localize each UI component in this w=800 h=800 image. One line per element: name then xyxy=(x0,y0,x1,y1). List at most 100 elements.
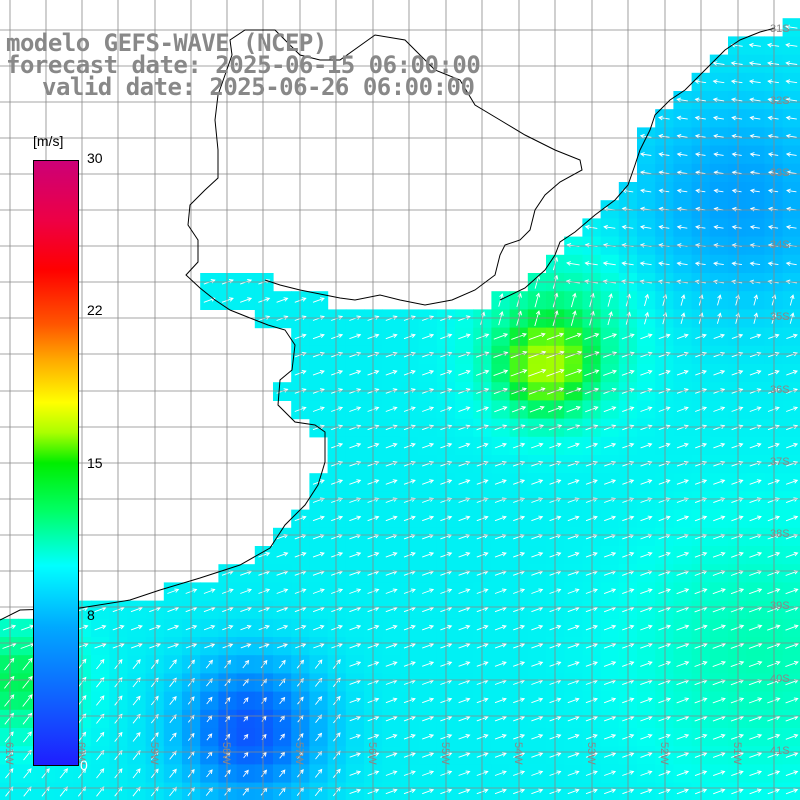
wind-arrow xyxy=(731,152,742,157)
wind-arrow xyxy=(676,261,688,266)
wind-arrow xyxy=(731,406,744,412)
wind-arrow xyxy=(23,768,32,779)
wind-arrow xyxy=(713,424,726,431)
wind-arrow xyxy=(403,788,416,795)
wind-arrow xyxy=(771,294,777,306)
wind-arrow xyxy=(331,442,344,449)
wind-arrow xyxy=(258,588,271,594)
wind-arrow xyxy=(676,224,688,230)
wind-arrow xyxy=(585,424,599,431)
wind-arrow xyxy=(785,42,798,48)
wind-arrow xyxy=(314,768,323,778)
wind-arrow xyxy=(603,715,617,722)
wind-arrow xyxy=(585,661,598,667)
wind-arrow xyxy=(749,370,762,376)
wind-arrow xyxy=(458,424,471,431)
latitude-labels: 31S 32S 33S 34S 35S 36S 37S 38S 39S 40S 41S xyxy=(770,23,790,757)
wind-arrow xyxy=(258,643,270,649)
wind-arrow xyxy=(570,310,577,326)
wind-arrow xyxy=(167,624,180,631)
wind-arrows xyxy=(2,24,799,797)
wind-arrow xyxy=(712,61,725,66)
wind-arrow xyxy=(96,768,105,779)
forecast-date: forecast date: 2025-06-15 06:00:00 xyxy=(6,51,481,79)
wind-arrow xyxy=(713,333,725,340)
wind-arrow xyxy=(713,261,724,266)
wind-arrow xyxy=(767,61,780,66)
wind-arrow xyxy=(332,659,341,669)
wind-arrow xyxy=(676,333,689,340)
wind-arrow xyxy=(749,442,762,449)
wind-arrow xyxy=(242,659,250,669)
wind-arrow xyxy=(585,624,598,631)
wind-arrow xyxy=(753,312,759,324)
wind-arrow xyxy=(712,660,726,668)
wind-arrow xyxy=(767,752,781,758)
wind-arrow xyxy=(132,695,141,706)
wind-arrow xyxy=(731,261,742,266)
wind-arrow xyxy=(785,115,797,121)
wind-arrow xyxy=(315,750,323,760)
wind-arrow xyxy=(458,624,471,631)
wind-arrow xyxy=(749,479,762,485)
wind-arrow xyxy=(767,224,779,230)
wind-arrow xyxy=(785,588,799,595)
wind-arrow xyxy=(767,479,780,485)
wind-arrow xyxy=(767,188,779,194)
wind-arrow xyxy=(276,552,289,558)
wind-arrow xyxy=(676,515,690,522)
wind-arrow xyxy=(585,442,599,449)
wind-arrow xyxy=(585,715,598,722)
wind-arrow xyxy=(712,551,726,558)
wind-arrow xyxy=(767,660,781,668)
wind-arrow xyxy=(349,552,362,558)
wind-arrow xyxy=(422,588,435,594)
wind-arrow xyxy=(531,734,544,740)
wind-arrow xyxy=(731,788,744,795)
wind-arrow xyxy=(749,115,761,121)
wind-arrow xyxy=(331,588,344,594)
wind-arrow xyxy=(349,370,362,376)
wind-arrow xyxy=(315,732,323,742)
wind-arrow xyxy=(789,312,795,324)
wind-arrow xyxy=(584,333,600,340)
wind-arrow xyxy=(713,224,724,230)
wind-arrow xyxy=(349,351,362,358)
lat-label: 35S xyxy=(770,311,790,323)
wind-arrow xyxy=(785,152,797,157)
wind-arrow xyxy=(258,624,270,631)
wind-arrow xyxy=(658,697,672,704)
wind-arrow xyxy=(258,606,271,613)
wind-arrow xyxy=(260,659,268,669)
wind-arrow xyxy=(676,351,689,358)
wind-arrow xyxy=(585,752,598,758)
wind-arrow xyxy=(385,770,398,776)
wind-arrow xyxy=(529,405,545,413)
wind-arrow xyxy=(658,715,671,722)
wind-arrow xyxy=(767,770,781,777)
colorbar-tick-0: 0 xyxy=(80,757,88,773)
wind-arrow xyxy=(349,788,362,795)
wind-arrow xyxy=(458,643,471,649)
wind-arrow xyxy=(749,752,763,758)
wind-arrow xyxy=(261,751,267,759)
wind-arrow xyxy=(584,261,598,266)
wind-arrow xyxy=(422,315,435,321)
wind-arrow xyxy=(240,606,252,613)
wind-arrow xyxy=(403,770,416,776)
wind-arrow xyxy=(749,733,763,740)
wind-arrow xyxy=(494,442,507,449)
wind-arrow xyxy=(530,442,544,449)
wind-arrow xyxy=(494,752,507,758)
model-title: modelo GEFS-WAVE (NCEP) xyxy=(6,29,327,57)
wind-arrow xyxy=(713,788,726,795)
wind-arrow xyxy=(2,624,17,631)
wind-arrow xyxy=(567,624,580,631)
wind-arrow xyxy=(731,188,742,194)
wind-arrow xyxy=(749,261,761,266)
wind-arrow xyxy=(567,715,580,722)
wind-arrow xyxy=(712,97,725,103)
wind-arrow xyxy=(767,370,780,376)
wind-arrow xyxy=(331,552,344,558)
wind-arrow xyxy=(349,333,362,340)
